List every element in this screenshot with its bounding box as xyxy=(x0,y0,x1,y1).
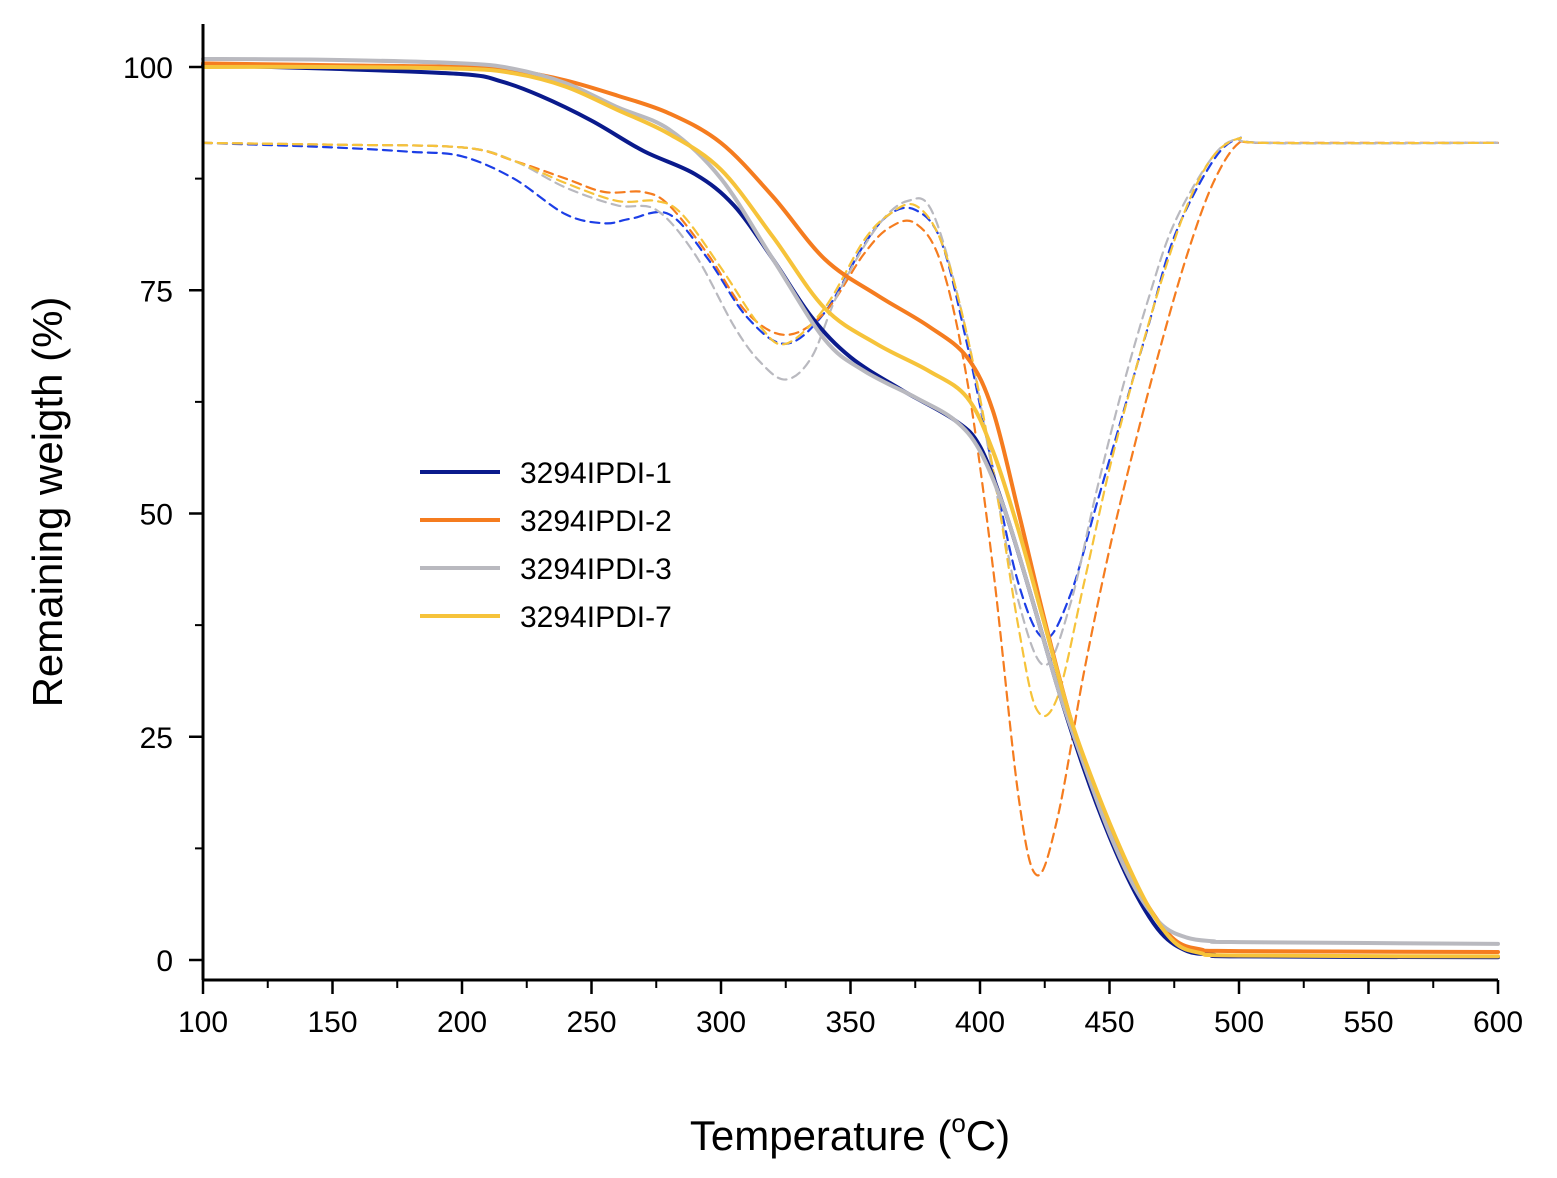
x-axis-title-unit: C) xyxy=(966,1112,1010,1159)
legend-label-3294ipdi-7: 3294IPDI-7 xyxy=(520,601,672,634)
x-axis-title: Temperature (oC) xyxy=(690,1108,1010,1159)
tga-series-group xyxy=(201,57,1500,960)
x-tick-label: 150 xyxy=(307,1006,357,1039)
y-ticks: 0 25 50 75 100 xyxy=(123,52,203,978)
x-tick-label: 350 xyxy=(825,1006,875,1039)
dtg-series-group xyxy=(201,136,1500,877)
series-line-3294ipdi-3-dtg xyxy=(201,136,1500,667)
legend-label-3294ipdi-1: 3294IPDI-1 xyxy=(520,457,672,490)
x-tick-label: 600 xyxy=(1473,1006,1523,1039)
y-tick-label: 75 xyxy=(140,275,173,308)
series-line-3294ipdi-1-dtg xyxy=(201,136,1500,640)
legend: 3294IPDI-1 3294IPDI-2 3294IPDI-3 3294IPDI-7 xyxy=(420,457,672,634)
x-tick-label: 250 xyxy=(566,1006,616,1039)
x-tick-label: 300 xyxy=(696,1006,746,1039)
x-tick-label: 100 xyxy=(178,1006,228,1039)
series-line-3294ipdi-1 xyxy=(201,63,1500,960)
series-line-3294ipdi-2-dtg xyxy=(201,138,1500,877)
x-tick-label: 500 xyxy=(1214,1006,1264,1039)
x-ticks: 100 150 200 250 300 350 400 450 500 550 600 xyxy=(178,980,1523,1039)
y-axis-title: Remaining weigth (%) xyxy=(24,297,71,708)
series-line-3294ipdi-2 xyxy=(201,61,1500,954)
series-line-3294ipdi-3 xyxy=(201,57,1500,946)
y-tick-label: 50 xyxy=(140,499,173,532)
x-tick-label: 450 xyxy=(1084,1006,1134,1039)
series-line-3294ipdi-7-dtg xyxy=(201,136,1500,718)
x-tick-label: 200 xyxy=(437,1006,487,1039)
x-axis-title-superscript: o xyxy=(951,1108,965,1138)
axes xyxy=(201,24,1498,982)
legend-label-3294ipdi-2: 3294IPDI-2 xyxy=(520,505,672,538)
x-tick-label: 400 xyxy=(955,1006,1005,1039)
y-tick-label: 25 xyxy=(140,722,173,755)
x-tick-label: 550 xyxy=(1343,1006,1393,1039)
series-line-3294ipdi-7 xyxy=(201,64,1500,959)
y-tick-label: 100 xyxy=(123,52,173,85)
y-tick-label: 0 xyxy=(156,945,173,978)
legend-label-3294ipdi-3: 3294IPDI-3 xyxy=(520,553,672,586)
